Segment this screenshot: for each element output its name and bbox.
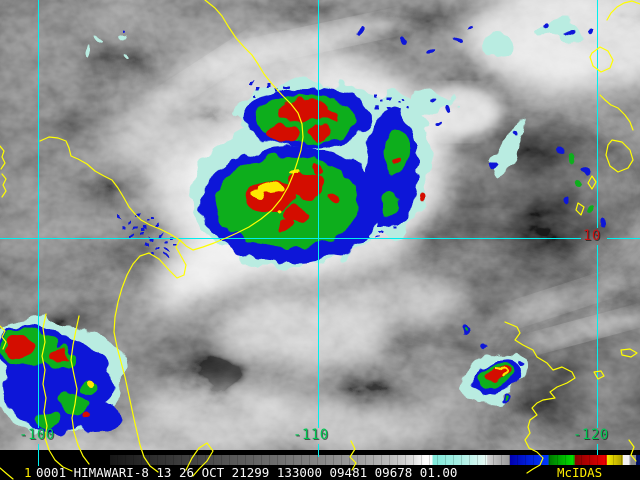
frame-number: 1	[24, 465, 32, 480]
longitude-label: -100	[19, 427, 55, 443]
annotation-row: 1 0001 HIMAWARI-8 13 26 OCT 21299 133000…	[0, 466, 640, 480]
mcidas-brand: McIDAS	[557, 465, 603, 480]
longitude-label: -110	[293, 427, 329, 443]
latitude-label: 10	[583, 228, 601, 244]
satellite-image	[0, 0, 640, 450]
satellite-image-canvas[interactable]	[0, 0, 640, 450]
enhancement-colorbar	[110, 455, 640, 465]
longitude-label: -120	[573, 427, 609, 443]
status-bar: 1 0001 HIMAWARI-8 13 26 OCT 21299 133000…	[0, 450, 640, 480]
image-info-text: 0001 HIMAWARI-8 13 26 OCT 21299 133000 0…	[36, 465, 458, 480]
